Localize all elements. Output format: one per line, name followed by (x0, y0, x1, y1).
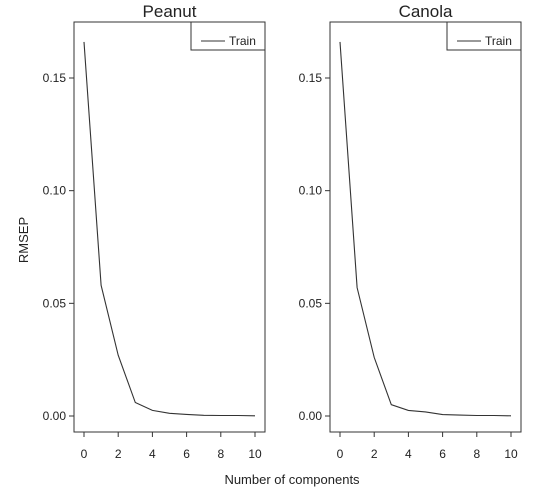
x-axis-label: Number of components (224, 472, 360, 487)
panel-peanut: Peanut 0.00 0.05 0.10 0.15 0 2 4 6 8 10 Train (43, 2, 266, 461)
y-tick-label: 0.05 (43, 296, 67, 310)
plot-frame (73, 21, 266, 433)
x-tick-label: 4 (149, 447, 156, 461)
y-axis-label: RMSEP (16, 217, 31, 263)
x-tick-label: 4 (405, 447, 412, 461)
y-tick-label: 0.10 (299, 184, 323, 198)
series-line-train (339, 41, 512, 417)
y-tick-label: 0.15 (43, 71, 67, 85)
legend-label: Train (485, 34, 512, 48)
y-tick-label: 0.00 (43, 409, 67, 423)
legend: Train (190, 21, 266, 51)
x-tick-label: 8 (473, 447, 480, 461)
x-tick-label: 2 (115, 447, 122, 461)
legend: Train (446, 21, 522, 51)
y-tick-label: 0.15 (299, 71, 323, 85)
y-tick-label: 0.10 (43, 184, 67, 198)
x-tick-label: 6 (439, 447, 446, 461)
x-tick-label: 10 (504, 447, 518, 461)
legend-box (446, 21, 522, 51)
panel-canola: Canola 0.00 0.05 0.10 0.15 0 2 4 6 8 10 Train (299, 2, 522, 461)
x-tick-label: 10 (248, 447, 262, 461)
panel-title: Canola (399, 2, 453, 21)
legend-box (190, 21, 266, 51)
plot-frame (329, 21, 522, 433)
x-tick-label: 0 (337, 447, 344, 461)
x-tick-label: 2 (371, 447, 378, 461)
x-tick-label: 8 (217, 447, 224, 461)
x-tick-label: 0 (81, 447, 88, 461)
legend-label: Train (229, 34, 256, 48)
y-tick-label: 0.00 (299, 409, 323, 423)
x-tick-label: 6 (183, 447, 190, 461)
y-tick-label: 0.05 (299, 296, 323, 310)
panel-title: Peanut (143, 2, 197, 21)
series-line-train (83, 41, 256, 417)
